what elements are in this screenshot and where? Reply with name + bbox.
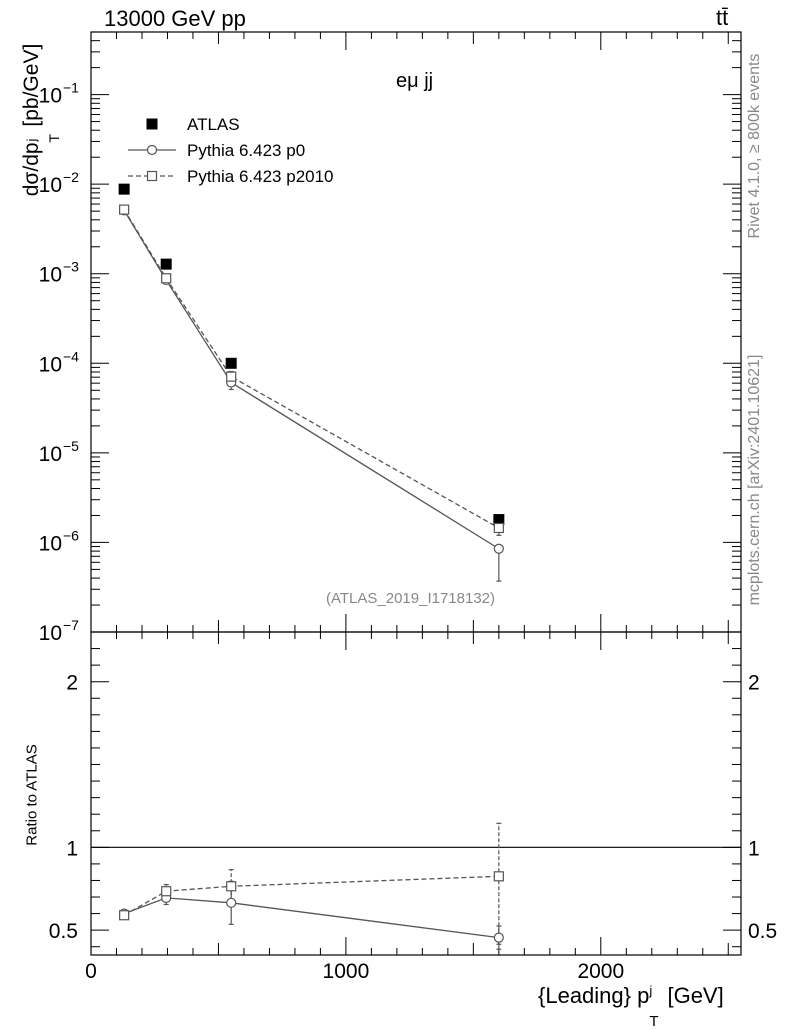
y-tick-label: 10 — [39, 264, 62, 287]
main-point-pythia-6-423-p2010 — [493, 522, 504, 534]
main-point-atlas — [160, 258, 172, 270]
y-tick-label-right: 1 — [748, 837, 760, 860]
main-y-axis-label: dσ/dp j T [pb/GeV] — [20, 43, 62, 197]
x-axis-label-main: {Leading} p — [538, 983, 650, 1008]
y-tick-label-exponent: −5 — [63, 438, 79, 454]
ratio-point-pythia-6-423-p0 — [226, 897, 237, 908]
main-point-atlas — [493, 514, 505, 526]
x-axis-label-unit: [GeV] — [667, 983, 724, 1008]
y-tick-label-exponent: −1 — [63, 80, 79, 96]
y-tick-label: 10 — [39, 532, 62, 555]
legend: ATLAS Pythia 6.423 p0 Pythia 6.423 p2010 — [128, 115, 334, 186]
y-tick-label: 10 — [39, 174, 62, 197]
main-point-pythia-6-423-p2010 — [161, 273, 172, 284]
legend-marker — [146, 144, 158, 156]
y-tick-label: 10 — [39, 622, 62, 645]
ratio-point-pythia-6-423-p0 — [493, 932, 504, 943]
y-tick-label: 10 — [39, 443, 62, 466]
ratio-point-pythia-6-423-p2010 — [493, 871, 504, 882]
x-axis-label-sub: T — [649, 1013, 659, 1030]
y-tick-label-right: 0.5 — [748, 920, 777, 943]
ratio-plot-frame — [90, 631, 742, 956]
ratio-line-pythia-6-423-p2010 — [123, 875, 499, 916]
mcplots-label: mcplots.cern.ch [arXiv:2401.10621] — [746, 354, 763, 606]
ylabel-sub: T — [46, 133, 62, 143]
y-tick-label-right: 2 — [748, 672, 760, 695]
main-point-atlas — [118, 183, 130, 195]
y-tick-label: 10 — [39, 353, 62, 376]
main-line-pythia-6-423-p0 — [123, 210, 500, 550]
main-point-pythia-6-423-p2010 — [226, 371, 237, 382]
x-tick-label: 2000 — [577, 960, 624, 983]
series-lines — [123, 209, 500, 939]
main-point-atlas — [225, 357, 237, 369]
error-bars — [121, 208, 502, 950]
legend-label: Pythia 6.423 p0 — [187, 141, 305, 160]
y-tick-label-exponent: −6 — [63, 527, 79, 543]
y-tick-label-exponent: −4 — [63, 348, 79, 364]
analysis-id: (ATLAS_2019_I1718132) — [326, 590, 496, 607]
energy-label: 13000 GeV pp — [104, 6, 246, 31]
legend-marker — [146, 170, 158, 182]
ratio-y-axis-label: Ratio to ATLAS — [23, 744, 41, 846]
y-tick-label-exponent: −3 — [63, 259, 79, 275]
y-tick-label-left: 2 — [66, 672, 78, 695]
ylabel-sup: j — [24, 138, 39, 142]
ylabel-unit: [pb/GeV] — [20, 43, 43, 133]
panel-title: eμ jj — [396, 70, 434, 92]
rivet-label: Rivet 4.1.0, ≥ 800k events — [746, 53, 763, 239]
legend-label: Pythia 6.423 p2010 — [187, 167, 334, 186]
legend-marker — [146, 118, 158, 130]
data-markers — [118, 183, 505, 943]
main-line-pythia-6-423-p2010 — [123, 209, 500, 529]
y-tick-label-exponent: −7 — [63, 617, 79, 633]
y-tick-label-left: 1 — [66, 837, 78, 860]
legend-label: ATLAS — [187, 115, 240, 134]
y-tick-label-exponent: −2 — [63, 169, 79, 185]
x-axis-label-sup: j — [649, 983, 653, 998]
ratio-point-pythia-6-423-p2010 — [119, 910, 130, 921]
x-tick-label: 1000 — [323, 960, 370, 983]
ratio-point-pythia-6-423-p2010 — [161, 886, 172, 897]
x-tick-label: 0 — [85, 960, 97, 983]
ratio-line-pythia-6-423-p0 — [123, 897, 499, 939]
y-tick-label: 10 — [39, 85, 62, 108]
ylabel-part: dσ/dp — [20, 142, 43, 197]
main-point-pythia-6-423-p2010 — [119, 204, 130, 215]
ratio-point-pythia-6-423-p2010 — [226, 881, 237, 892]
main-point-pythia-6-423-p0 — [493, 543, 504, 554]
y-tick-label-left: 0.5 — [49, 920, 78, 943]
main-y-axis-label-text: dσ/dp j T [pb/GeV] — [20, 43, 62, 197]
ratio-panel: 0 1000 2000 0.5 0.5 1 1 2 2 — [49, 631, 777, 983]
process-label: tt̄ — [716, 5, 729, 30]
main-panel: 10−110−210−310−410−510−610−7 — [39, 31, 742, 645]
